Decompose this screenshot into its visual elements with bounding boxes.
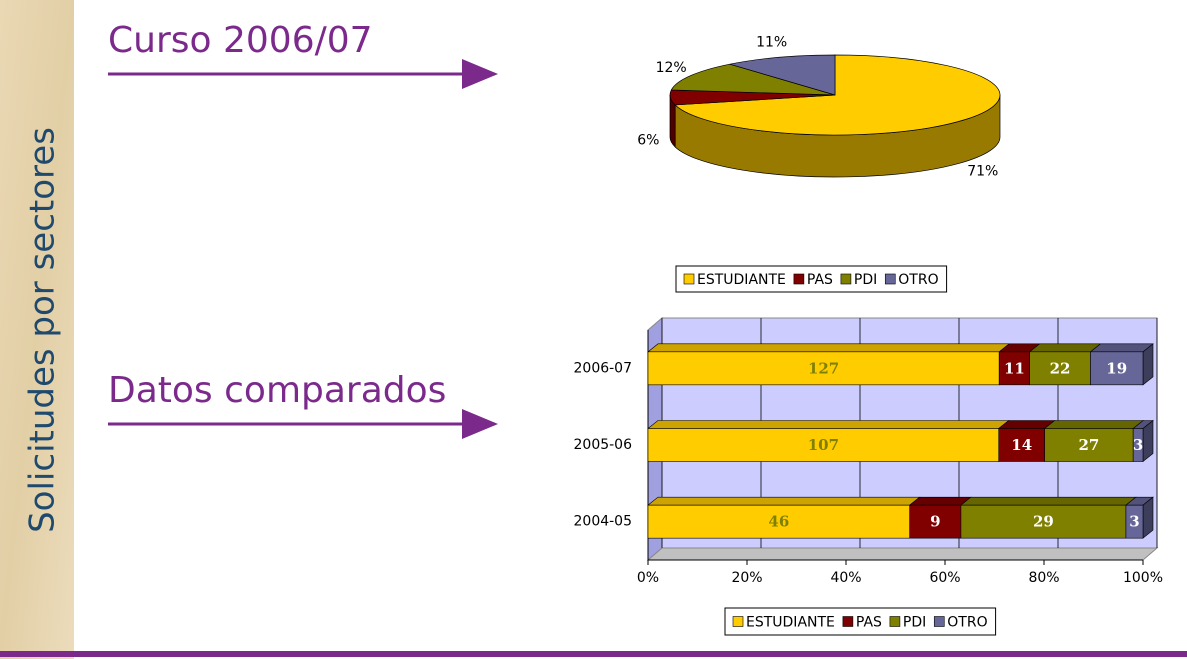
legend-swatch [683,273,695,285]
data-label: 9 [930,513,940,531]
legend-label: PDI [854,272,877,288]
data-label: 46 [768,513,789,531]
data-label: 3 [1129,513,1139,531]
legend-label: PAS [807,272,833,288]
data-label: 14 [1011,436,1032,454]
legend-label: ESTUDIANTE [697,272,786,288]
data-label: 11% [756,34,787,50]
data-label: 127 [808,359,839,377]
heading: Datos comparados [108,370,446,411]
bar-top [960,496,1137,506]
pie-slice [670,63,836,96]
bar [1044,428,1134,462]
plot-floor [646,547,1159,561]
bar [1029,351,1091,386]
x-tick-label: 40% [830,570,861,586]
data-label: 6% [637,133,659,149]
data-label: 3 [1133,436,1143,454]
bar [998,428,1045,462]
legend-swatch [889,616,901,627]
y-tick-label: 2004-05 [574,514,633,530]
data-label: 29 [1033,513,1054,531]
legend-swatch [842,616,854,627]
footer-rule [0,651,1187,657]
data-label: 19 [1106,359,1127,377]
data-label: 27 [1078,436,1099,454]
bar [647,428,1000,462]
x-tick-label: 100% [1123,570,1163,586]
legend-label: PDI [903,615,926,631]
legend-label: ESTUDIANTE [746,615,835,631]
x-tick-label: 0% [637,570,659,586]
legend-swatch [884,273,896,285]
legend-box [675,265,948,293]
bar-top [1028,343,1102,353]
x-tick-label: 60% [929,570,960,586]
bar-top [647,343,1011,353]
legend-label: PAS [856,615,882,631]
bar [647,351,1000,386]
sidebar [0,0,74,659]
bar [1090,351,1144,386]
bar-top [908,496,972,506]
bar-top [647,420,1010,429]
data-label: 107 [808,436,839,454]
x-tick-label: 20% [731,570,762,586]
bar [998,351,1030,386]
heading: Curso 2006/07 [108,20,373,61]
bar [1125,504,1144,539]
data-label: 22 [1050,359,1071,377]
data-label: 71% [967,163,998,179]
bar-top [1089,343,1154,353]
bar-top [647,496,921,506]
legend-swatch [840,273,852,285]
legend-label: OTRO [947,615,987,631]
data-label: 11 [1004,359,1025,377]
pie-slice [729,54,836,96]
legend-label: OTRO [898,272,938,288]
bar [1132,428,1144,462]
y-tick-label: 2006-07 [574,360,633,376]
slide-title: Solicitudes por sectores [23,127,63,533]
bar [960,504,1127,539]
legend-swatch [933,616,945,627]
legend-swatch [732,616,744,627]
legend-box [724,607,997,636]
x-tick-label: 80% [1028,570,1059,586]
y-tick-label: 2005-06 [574,437,633,453]
bar [647,504,911,539]
legend-swatch [793,273,805,285]
bar-top [1043,420,1145,429]
data-label: 12% [656,60,687,76]
pie-slice [674,54,1001,136]
